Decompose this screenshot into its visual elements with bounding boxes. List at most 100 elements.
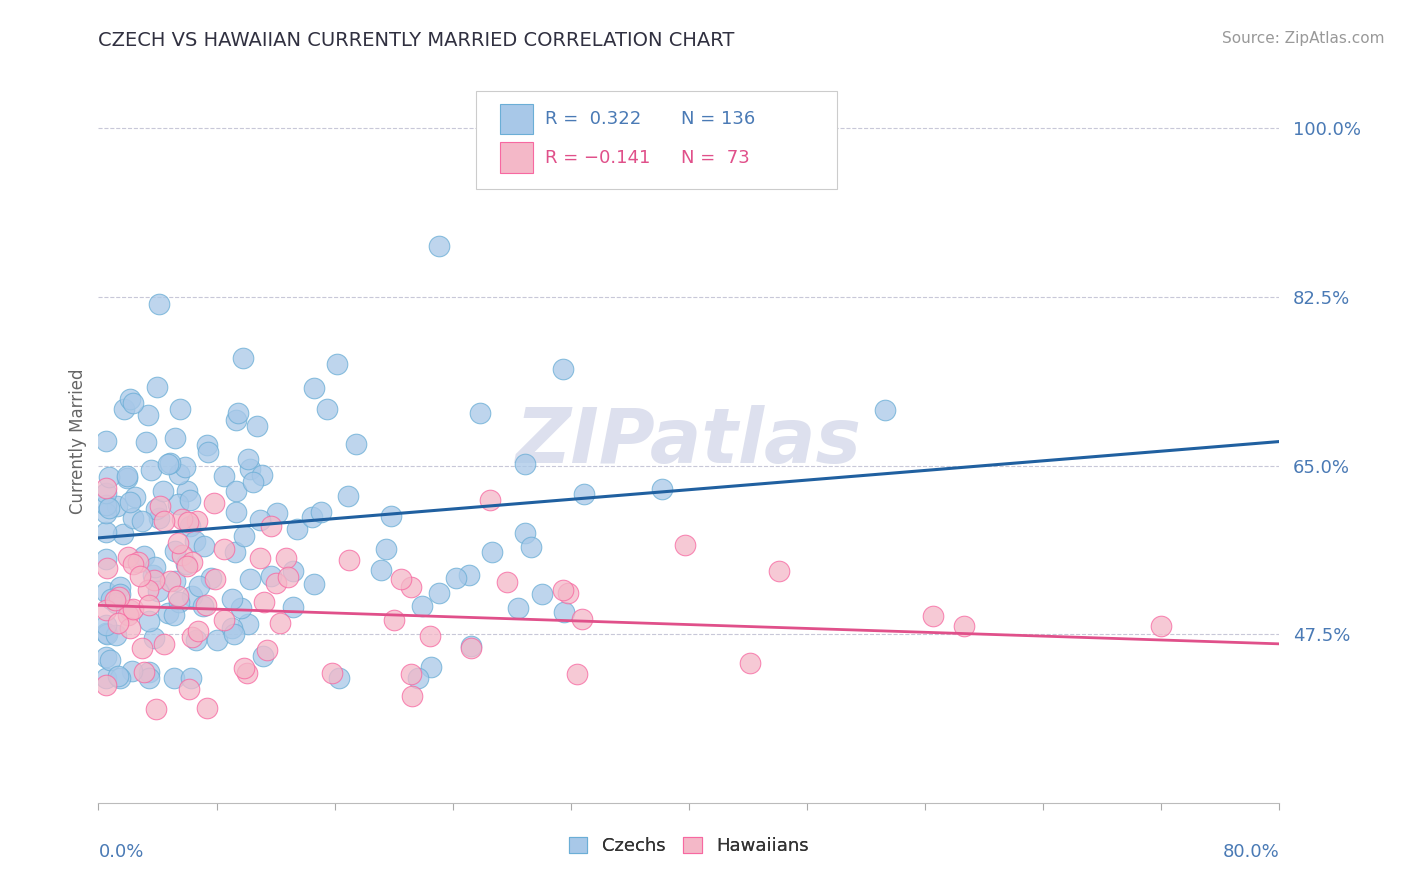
Point — [236, 616, 259, 631]
Point — [94, 603, 117, 617]
Point — [167, 467, 190, 481]
Point — [94, 507, 117, 521]
Text: N = 136: N = 136 — [681, 111, 755, 128]
Point — [176, 483, 198, 498]
Point — [553, 605, 575, 619]
Point — [117, 468, 139, 483]
Point — [170, 512, 193, 526]
Point — [94, 649, 117, 664]
Point — [738, 657, 761, 671]
Point — [328, 671, 350, 685]
Point — [205, 632, 228, 647]
Point — [768, 564, 790, 578]
Point — [165, 431, 187, 445]
Point — [572, 487, 595, 501]
Point — [122, 510, 145, 524]
Point — [104, 596, 127, 610]
Point — [94, 486, 117, 500]
Point — [515, 526, 537, 541]
Point — [922, 608, 945, 623]
Point — [94, 626, 117, 640]
Point — [180, 671, 202, 685]
Point — [138, 615, 160, 629]
Point — [567, 666, 589, 681]
Point — [177, 515, 200, 529]
Point — [143, 560, 166, 574]
Point — [107, 669, 129, 683]
Point — [94, 481, 117, 495]
Point — [309, 506, 332, 520]
Point — [132, 665, 155, 680]
Point — [186, 633, 208, 648]
Point — [419, 629, 441, 643]
Point — [191, 599, 214, 613]
Point — [120, 603, 142, 617]
Point — [232, 351, 254, 366]
Point — [148, 583, 170, 598]
Point — [143, 573, 166, 587]
Point — [167, 497, 190, 511]
Point — [250, 468, 273, 483]
Point — [138, 665, 160, 679]
Text: 80.0%: 80.0% — [1223, 843, 1279, 861]
Point — [195, 438, 218, 452]
Text: N =  73: N = 73 — [681, 149, 749, 167]
Point — [224, 545, 246, 559]
Text: R =  0.322: R = 0.322 — [546, 111, 641, 128]
Point — [249, 513, 271, 527]
Point — [557, 586, 579, 600]
Point — [112, 402, 135, 417]
Point — [121, 557, 143, 571]
Point — [131, 514, 153, 528]
Point — [419, 659, 441, 673]
Text: Source: ZipAtlas.com: Source: ZipAtlas.com — [1222, 31, 1385, 46]
Point — [283, 599, 305, 614]
Point — [163, 607, 186, 622]
Point — [98, 469, 121, 483]
Point — [232, 529, 254, 543]
Point — [94, 584, 117, 599]
Point — [673, 538, 696, 552]
Point — [94, 617, 117, 632]
Point — [179, 519, 201, 533]
Point — [260, 569, 283, 583]
Point — [446, 571, 468, 585]
Point — [238, 452, 260, 467]
Point — [239, 572, 262, 586]
Point — [156, 607, 179, 621]
Point — [128, 568, 150, 582]
Point — [337, 552, 360, 566]
Text: ZIPatlas: ZIPatlas — [516, 405, 862, 478]
Point — [873, 402, 896, 417]
Point — [225, 413, 247, 427]
Point — [321, 665, 343, 680]
Point — [411, 599, 433, 613]
Point — [148, 510, 170, 524]
Point — [179, 682, 201, 697]
Point — [277, 569, 299, 583]
Point — [256, 643, 278, 657]
Point — [127, 555, 149, 569]
Point — [495, 575, 517, 590]
Point — [108, 671, 131, 685]
Point — [100, 591, 122, 606]
Point — [139, 463, 162, 477]
Point — [302, 381, 325, 395]
Point — [315, 402, 337, 417]
Point — [136, 409, 159, 423]
Point — [242, 475, 264, 489]
Point — [181, 590, 204, 604]
Point — [187, 578, 209, 592]
Point — [193, 539, 215, 553]
Point — [269, 615, 291, 630]
Point — [105, 628, 128, 642]
FancyBboxPatch shape — [501, 143, 533, 173]
Point — [94, 678, 117, 692]
Point — [458, 568, 481, 582]
Legend: Czechs, Hawaiians: Czechs, Hawaiians — [562, 830, 815, 863]
Point — [281, 564, 304, 578]
Point — [131, 641, 153, 656]
Point — [174, 460, 197, 475]
Point — [551, 362, 574, 376]
Point — [138, 582, 160, 597]
